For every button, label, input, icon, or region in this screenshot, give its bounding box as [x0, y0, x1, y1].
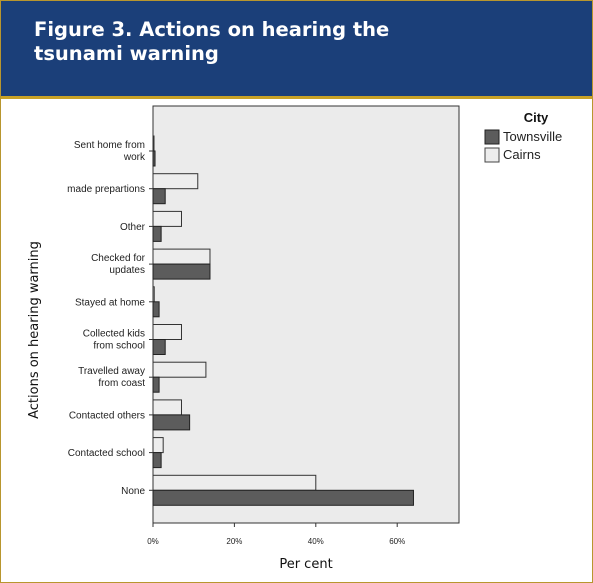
- bar-cairns: [152, 286, 155, 303]
- bar-townsville: [152, 376, 160, 393]
- bar-cairns: [152, 437, 164, 454]
- bar-townsville: [152, 301, 160, 318]
- bar-cairns: [152, 248, 211, 265]
- bar-townsville: [152, 225, 162, 242]
- category-label: Contacted school: [68, 448, 145, 459]
- category-label: Checked for updates: [91, 253, 146, 276]
- x-tick-label: 60%: [389, 537, 405, 546]
- bar-townsville: [152, 263, 211, 280]
- category-label: None: [121, 486, 145, 497]
- figure-title: Figure 3. Actions on hearing the tsunami…: [34, 18, 390, 65]
- bar-cairns: [152, 135, 155, 152]
- category-label: Other: [120, 222, 146, 233]
- x-tick-label: 0%: [147, 537, 159, 546]
- legend-title: City: [524, 110, 549, 125]
- bar-cairns: [152, 324, 182, 340]
- category-label: Contacted others: [69, 410, 145, 421]
- y-axis-title: Actions on hearing warning: [27, 241, 42, 419]
- bar-townsville: [152, 339, 166, 355]
- category-label: Stayed at home: [75, 297, 145, 308]
- bar-cairns: [152, 474, 317, 491]
- bar-townsville: [152, 150, 156, 167]
- category-label: Travelled away from coast: [78, 366, 145, 389]
- x-axis-title: Per cent: [279, 557, 332, 572]
- category-label: Collected kids from school: [83, 329, 145, 352]
- header-accent-rule: [1, 96, 592, 99]
- category-label: Sent home from work: [74, 140, 146, 163]
- legend-swatch-townsville: [484, 129, 500, 145]
- x-tick-label: 20%: [226, 537, 242, 546]
- bar-cairns: [152, 173, 199, 190]
- bar-cairns: [152, 210, 182, 227]
- bar-townsville: [152, 188, 166, 205]
- bar-townsville: [152, 489, 414, 506]
- category-label: made prepartions: [67, 184, 145, 195]
- figure-header: Figure 3. Actions on hearing the tsunami…: [1, 1, 592, 96]
- bar-townsville: [152, 452, 162, 469]
- legend-label-cairns: Cairns: [503, 147, 541, 162]
- plot-area: [152, 105, 460, 524]
- bar-cairns: [152, 399, 182, 416]
- bar-cairns: [152, 361, 207, 378]
- x-tick-label: 40%: [308, 537, 324, 546]
- bar-townsville: [152, 414, 191, 431]
- legend-swatch-cairns: [484, 147, 500, 163]
- legend-label-townsville: Townsville: [503, 129, 562, 144]
